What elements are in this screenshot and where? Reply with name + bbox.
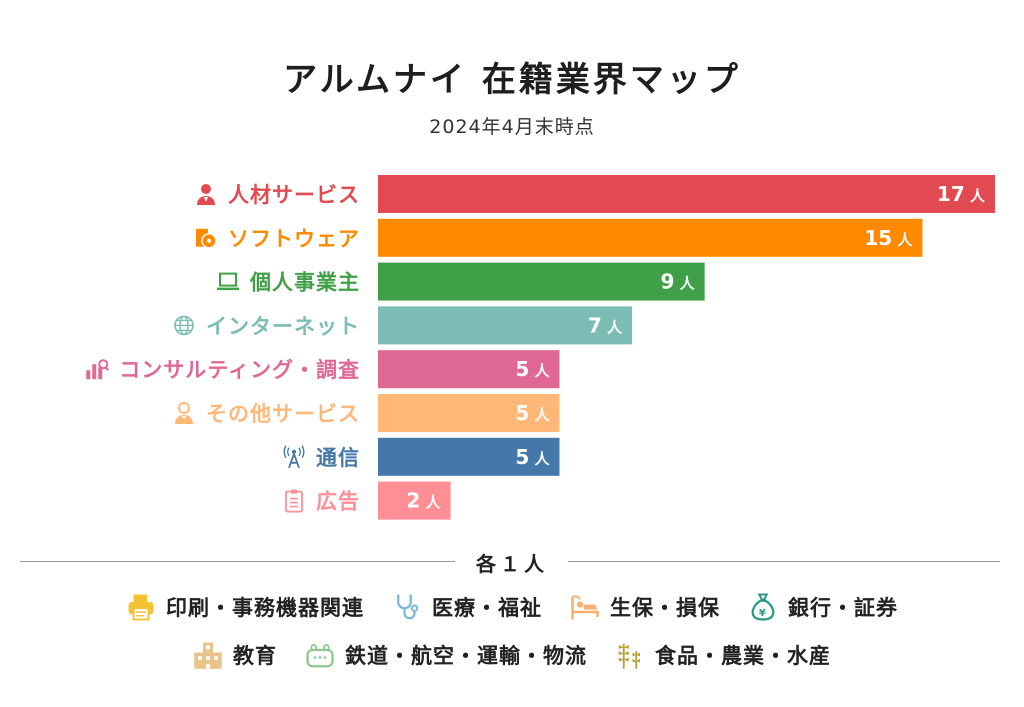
- bar-value-label: 7 人: [588, 313, 623, 337]
- chart-search-icon: [86, 359, 109, 380]
- misc-item-label: 食品・農業・水産: [655, 644, 831, 668]
- value-unit: 人: [420, 494, 441, 512]
- software-disc-icon: [196, 228, 217, 249]
- value-number: 2: [406, 489, 420, 513]
- misc-item-label: 鉄道・航空・運輸・物流: [345, 644, 587, 668]
- bar-value-label: 15 人: [864, 226, 913, 250]
- misc-heading: 各１人: [476, 552, 548, 576]
- misc-item: 医療・福祉: [392, 592, 542, 622]
- chart-title: アルムナイ 在籍業界マップ: [283, 60, 741, 100]
- divider-right: [568, 561, 1000, 562]
- chart-subtitle: 2024年4月末時点: [429, 116, 595, 138]
- laptop-icon: [217, 272, 239, 291]
- value-number: 15: [864, 226, 892, 250]
- bar-row: 5 人 その他サービス: [175, 394, 560, 432]
- category-label: 広告: [316, 490, 360, 514]
- bar-value-label: 5 人: [515, 401, 550, 425]
- value-number: 7: [588, 313, 602, 337]
- bar: [378, 437, 560, 476]
- money-bag-icon: ¥: [751, 593, 775, 621]
- value-unit: 人: [529, 362, 550, 380]
- misc-item-label: 教育: [233, 644, 277, 668]
- category-label: 通信: [316, 446, 360, 470]
- bar-row: 15 人 ソフトウェア: [196, 218, 923, 257]
- category-label: 人材サービス: [228, 183, 360, 207]
- category-label: ソフトウェア: [228, 227, 360, 251]
- divider-left: [20, 561, 455, 562]
- bed-icon: [571, 595, 599, 620]
- misc-item: 食品・農業・水産: [615, 640, 831, 670]
- bar: [378, 262, 705, 301]
- bar: [378, 175, 995, 213]
- bar-value-label: 2 人: [406, 489, 441, 513]
- school-icon: [194, 642, 222, 669]
- person-service-icon: [175, 402, 193, 424]
- svg-text:¥: ¥: [759, 608, 767, 619]
- bar-row: 7 人 インターネット: [174, 306, 633, 345]
- misc-item: ¥ 銀行・証券: [748, 592, 898, 622]
- bar-value-label: 5 人: [515, 357, 550, 381]
- bar: [378, 350, 560, 389]
- bar-row: 2 人 広告: [285, 481, 451, 520]
- value-number: 5: [515, 401, 529, 425]
- bar: [378, 481, 451, 520]
- value-number: 17: [937, 182, 965, 206]
- clipboard-icon: [285, 489, 303, 513]
- category-label: 個人事業主: [249, 271, 360, 295]
- misc-item: 生保・損保: [570, 592, 720, 622]
- misc-item-label: 銀行・証券: [788, 596, 898, 620]
- person-icon: [197, 184, 215, 205]
- value-number: 5: [515, 357, 529, 381]
- value-number: 5: [515, 445, 529, 469]
- misc-item-label: 印刷・事務機器関連: [166, 596, 364, 620]
- value-unit: 人: [965, 187, 986, 205]
- category-label: インターネット: [206, 314, 360, 338]
- misc-row: 印刷・事務機器関連 医療・福祉 生保・損保 ¥ 銀行・証券: [0, 592, 1024, 622]
- value-unit: 人: [529, 406, 550, 424]
- value-unit: 人: [529, 450, 550, 468]
- category-label: コンサルティング・調査: [119, 358, 360, 382]
- value-unit: 人: [674, 275, 695, 293]
- category-label: その他サービス: [206, 402, 360, 426]
- bar: [378, 218, 923, 257]
- value-number: 9: [660, 270, 674, 294]
- misc-item: 教育: [193, 640, 277, 670]
- antenna-icon: [283, 445, 305, 469]
- value-unit: 人: [602, 318, 623, 336]
- bar-row: 9 人 個人事業主: [217, 262, 705, 301]
- bar-value-label: 9 人: [660, 270, 695, 294]
- misc-row: 教育 鉄道・航空・運輸・物流 食品・農業・水産: [0, 640, 1024, 670]
- bar-value-label: 17 人: [937, 182, 986, 206]
- bar: [378, 306, 633, 345]
- bar-row: 5 人 通信: [283, 437, 560, 476]
- train-icon: [306, 644, 334, 668]
- bar-value-label: 5 人: [515, 445, 550, 469]
- misc-item: 鉄道・航空・運輸・物流: [305, 640, 587, 670]
- bar-row: 5 人 コンサルティング・調査: [86, 350, 560, 389]
- misc-item-label: 生保・損保: [610, 596, 720, 620]
- globe-icon: [174, 315, 194, 336]
- bar: [378, 394, 560, 432]
- printer-icon: [128, 594, 154, 621]
- value-unit: 人: [892, 231, 913, 249]
- stethoscope-icon: [397, 594, 419, 620]
- wheat-icon: [618, 643, 640, 669]
- misc-item-label: 医療・福祉: [432, 596, 542, 620]
- bar-row: 17 人 人材サービス: [197, 175, 995, 213]
- misc-item: 印刷・事務機器関連: [126, 592, 364, 622]
